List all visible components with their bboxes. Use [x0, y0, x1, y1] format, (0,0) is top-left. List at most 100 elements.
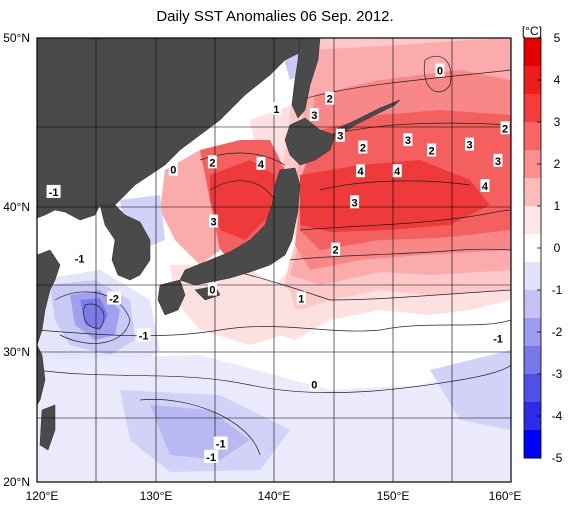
- contour-line: [289, 248, 511, 261]
- contour-label-text: 0: [170, 165, 176, 177]
- lat-label-40n: 40°N: [3, 200, 30, 214]
- contour-label-box: [309, 377, 319, 391]
- contour-label: 2: [331, 242, 341, 257]
- colorbar-swatch: [524, 430, 541, 459]
- colorbar-tick-label: 0: [554, 241, 561, 255]
- contour-label: 2: [427, 143, 437, 157]
- contour-label: 3: [335, 128, 345, 143]
- lat-label-20n: 20°N: [3, 475, 30, 489]
- contour-label-box: [493, 153, 503, 167]
- contour-label: 2: [325, 91, 335, 106]
- map-frame: [36, 37, 512, 483]
- colorbar-swatch: [524, 178, 541, 207]
- contour-label: -1: [490, 331, 505, 345]
- contour-label-box: [325, 91, 335, 105]
- contour-label-box: [207, 282, 217, 296]
- contour-label-text: -1: [75, 254, 85, 266]
- contour-label-text: 4: [394, 166, 401, 178]
- contour-label: 3: [309, 107, 319, 122]
- colorbar-tick-label: 4: [554, 73, 561, 87]
- contour-label-text: 0: [311, 379, 317, 391]
- contour-label-box: [358, 140, 368, 154]
- contour-label: 3: [493, 153, 503, 168]
- colorbar-tick-label: -3: [552, 367, 563, 381]
- contour-label-text: -1: [49, 187, 59, 199]
- contour-label: 1: [296, 291, 306, 305]
- contour-line: [319, 180, 471, 191]
- colorbar-swatch: [524, 122, 541, 151]
- contour-line: [209, 180, 276, 201]
- contour-line: [299, 209, 511, 231]
- land-masses: [37, 38, 401, 451]
- contour-label-text: 3: [337, 131, 343, 143]
- chart-title: Daily SST Anomalies 06 Sep. 2012.: [156, 8, 393, 25]
- contour-label: -1: [136, 328, 151, 342]
- contour-label-box: [435, 63, 445, 77]
- lat-label-30n: 30°N: [3, 345, 30, 359]
- contour-label: 0: [309, 377, 319, 391]
- china-coast: [37, 249, 61, 346]
- sakhalin: [291, 38, 321, 119]
- contour-label: 4: [480, 179, 490, 193]
- contour-label: 0: [207, 282, 217, 297]
- contour-label-box: [209, 214, 219, 228]
- contour-label-text: 2: [502, 123, 508, 135]
- fujian-coast: [37, 344, 46, 406]
- colorbar-swatch: [524, 290, 541, 319]
- contour-label-box: [136, 328, 151, 342]
- contour-label-text: 0: [209, 285, 215, 297]
- contour-label-box: [213, 436, 228, 450]
- contour-label: 4: [256, 156, 266, 171]
- colorbar-swatch: [524, 150, 541, 179]
- contour-label-box: [207, 155, 217, 169]
- contour-label: 3: [403, 133, 413, 147]
- contour-label-box: [309, 107, 319, 121]
- contour-label: -1: [213, 436, 228, 451]
- contour-label: 1: [271, 102, 281, 116]
- colorbar-swatch: [524, 206, 541, 235]
- contour-label-text: 3: [466, 140, 472, 152]
- contour-label: 4: [356, 164, 366, 178]
- contour-label-text: 0: [437, 66, 443, 78]
- contour-label-text: 4: [482, 181, 489, 193]
- kyushu: [157, 279, 186, 316]
- contour-label-box: [256, 156, 266, 170]
- contour-label-text: 2: [209, 157, 215, 169]
- contour-label-text: 2: [327, 94, 333, 106]
- contour-label-box: [356, 164, 366, 178]
- contour-label-box: [392, 164, 402, 178]
- contour-label-box: [335, 128, 345, 142]
- japan-sea-west-zone: [160, 150, 220, 265]
- contour-label-box: [271, 102, 281, 116]
- contour-line: [37, 319, 511, 337]
- colorbar-ticks: 5 4 3 2 1 0 -1 -2 -3 -4 -5: [537, 31, 563, 465]
- contour-lines: [37, 55, 511, 456]
- contour-line: [299, 69, 511, 101]
- colorbar-tick-label: -4: [552, 409, 563, 423]
- contour-label: 2: [358, 140, 368, 155]
- contour-label-text: -1: [206, 452, 216, 464]
- contour-label-text: -1: [139, 330, 149, 342]
- contour-label-box: [465, 137, 475, 151]
- contour-label-text: -2: [109, 293, 119, 305]
- contour-label-box: [480, 179, 490, 192]
- anomaly-zone-minus-2-5: [80, 298, 108, 330]
- hokkaido: [284, 117, 336, 166]
- colorbar-swatch: [524, 262, 541, 291]
- contour-label: -1: [72, 251, 87, 266]
- contour-label: 0: [435, 63, 445, 78]
- anomaly-zone-plus-4: [300, 160, 490, 232]
- colorbar-swatch: [524, 66, 541, 95]
- contour-label: -2: [107, 291, 122, 305]
- colorbar-swatch: [524, 38, 541, 67]
- colorbar-tick-label: 3: [554, 115, 561, 129]
- colorbar-swatch: [524, 374, 541, 403]
- contour-label-text: 3: [311, 110, 317, 122]
- contour-label: -1: [204, 449, 219, 464]
- japan-sea-core-zone: [210, 160, 275, 240]
- contour-label-box: [331, 242, 341, 256]
- contour-label: 3: [209, 214, 219, 229]
